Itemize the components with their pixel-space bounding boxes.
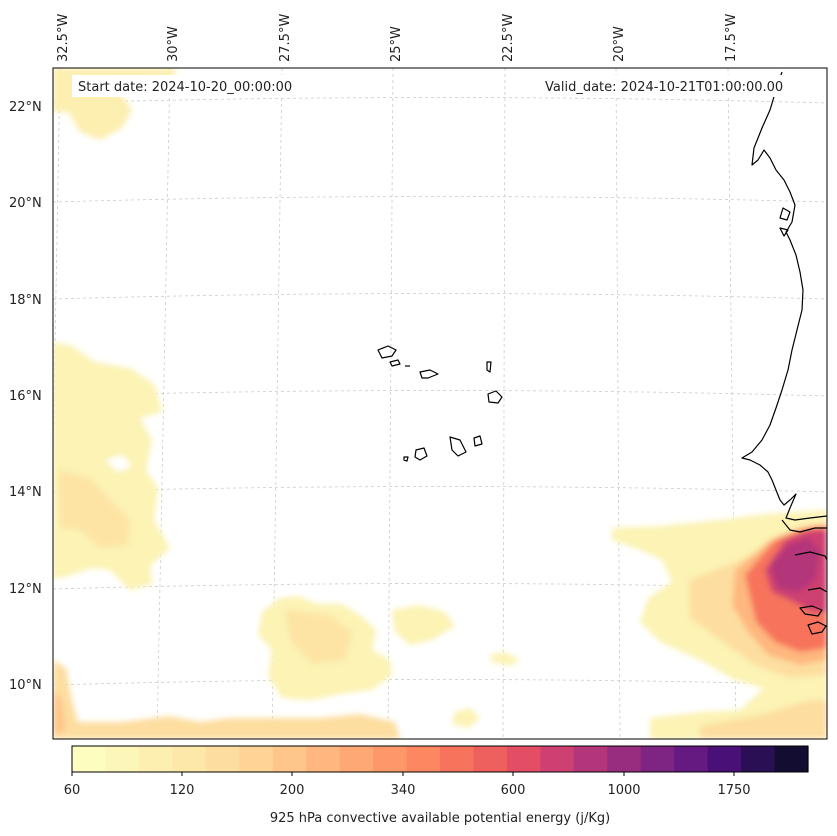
colorbar-tick-label: 1000 — [607, 783, 640, 798]
lat-label: 18°N — [9, 293, 42, 308]
colorbar-swatch — [473, 746, 508, 772]
colorbar: 60 120 200 340 600 1000 1750 925 hPa con… — [64, 745, 809, 826]
lon-label: 32.5°W — [56, 14, 71, 62]
colorbar-tick-label: 60 — [64, 783, 81, 798]
colorbar-swatch — [607, 746, 642, 772]
colorbar-swatches — [72, 746, 809, 772]
lon-label: 27.5°W — [278, 14, 293, 62]
colorbar-ticks — [71, 772, 735, 776]
colorbar-swatch — [741, 746, 776, 772]
lon-label: 20°W — [612, 26, 627, 62]
colorbar-swatch — [272, 746, 307, 772]
colorbar-tick-label: 200 — [280, 783, 305, 798]
colorbar-swatch — [205, 746, 240, 772]
colorbar-swatch — [674, 746, 709, 772]
colorbar-title: 925 hPa convective available potential e… — [270, 811, 610, 826]
colorbar-swatch — [640, 746, 675, 772]
lat-label: 22°N — [9, 100, 42, 115]
start-date-text: Start date: 2024-10-20_00:00:00 — [78, 80, 292, 95]
colorbar-tick-label: 600 — [501, 783, 526, 798]
lat-label: 14°N — [9, 485, 42, 500]
colorbar-border — [71, 745, 809, 773]
colorbar-swatch — [774, 746, 809, 772]
lon-label: 25°W — [389, 26, 404, 62]
map-border — [52, 67, 828, 740]
valid-date-box — [540, 75, 808, 97]
colorbar-swatch — [440, 746, 475, 772]
coastlines — [377, 71, 827, 635]
colorbar-swatch — [138, 746, 173, 772]
colorbar-swatch — [506, 746, 541, 772]
colorbar-swatch — [339, 746, 374, 772]
colorbar-swatch — [406, 746, 441, 772]
colorbar-tick-label: 1750 — [717, 783, 750, 798]
lon-label: 17.5°W — [724, 14, 739, 62]
colorbar-swatch — [373, 746, 408, 772]
start-date-box — [72, 75, 312, 97]
african-coastline — [741, 71, 827, 521]
colorbar-swatch — [306, 746, 341, 772]
colorbar-swatch — [239, 746, 274, 772]
colorbar-swatch — [105, 746, 140, 772]
colorbar-tick-label: 340 — [391, 783, 416, 798]
colorbar-tick-label: 120 — [170, 783, 195, 798]
lat-label: 12°N — [9, 582, 42, 597]
colorbar-swatch — [540, 746, 575, 772]
colorbar-swatch — [707, 746, 742, 772]
cape-verde-santo-antao — [377, 345, 397, 359]
colorbar-swatch — [72, 746, 107, 772]
lat-label: 20°N — [9, 196, 42, 211]
colorbar-swatch — [573, 746, 608, 772]
lat-label: 16°N — [9, 389, 42, 404]
lon-label: 22.5°W — [501, 14, 516, 62]
cape-region-southwest — [53, 660, 400, 739]
latitude-labels: 22°N 20°N 18°N 16°N 14°N 12°N 10°N — [9, 100, 42, 693]
lat-label: 10°N — [9, 678, 42, 693]
longitude-labels: 32.5°W 30°W 27.5°W 25°W 22.5°W 20°W 17.5… — [56, 14, 739, 62]
cape-field — [53, 68, 827, 739]
colorbar-swatch — [172, 746, 207, 772]
lon-label: 30°W — [166, 26, 181, 62]
valid-date-text: Valid_date: 2024-10-21T01:00:00.00 — [545, 80, 783, 95]
